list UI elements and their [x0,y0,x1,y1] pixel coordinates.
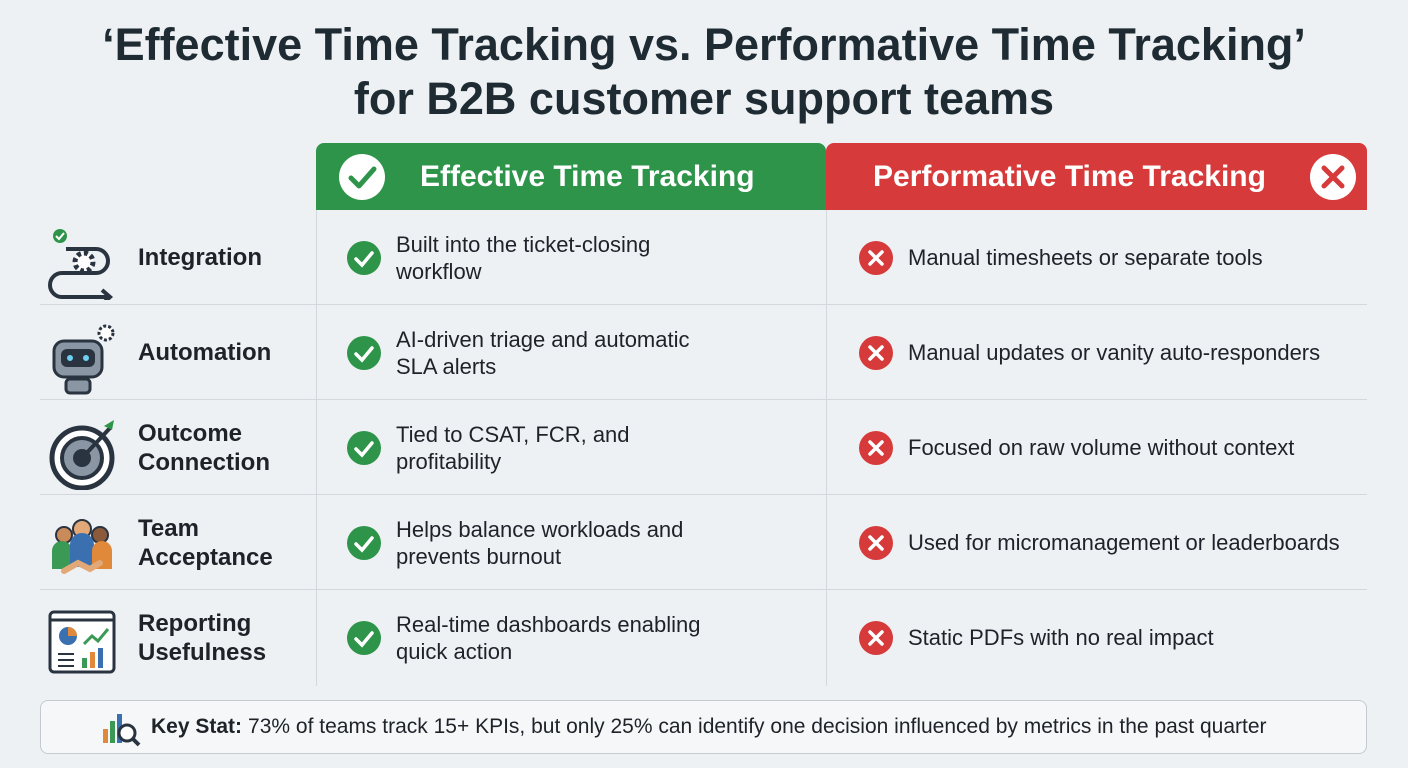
table-cell: Real-time dashboards enabling quick acti… [346,590,826,685]
x-icon [859,525,893,560]
performative-text: Focused on raw volume without context [908,435,1295,460]
table-cell: Reporting Usefulness [138,590,318,685]
check-icon [347,335,381,370]
table-cell: Static PDFs with no real impact [858,590,1368,685]
stat-icon [103,714,141,747]
effective-text: AI-driven triage and automatic SLA alert… [396,326,690,379]
table-row: Reporting Usefulness Real-time dashboards… [40,590,1367,685]
x-icon [1310,153,1356,200]
title-line: ‘Effective Time Tracking vs. Performativ… [102,19,1306,70]
effective-header: Effective Time Tracking [316,143,826,210]
effective-text: Helps balance workloads and prevents bur… [396,516,684,569]
table-row: Outcome Connection Tied to CSAT, FCR, and… [40,400,1367,495]
row-label: Automation [138,339,272,366]
key-stat: Key Stat: 73% of teams track 15+ KPIs, b… [40,700,1367,754]
table-cell: Integration [138,210,318,305]
effective-text: Real-time dashboards enabling quick acti… [396,611,701,664]
column-header: Performative Time Tracking [873,159,1266,193]
row-icon [52,519,112,574]
check-icon [347,240,381,275]
performative-header: Performative Time Tracking [826,143,1367,210]
table-cell: Focused on raw volume without context [858,400,1368,495]
x-icon [859,335,893,370]
row-icon [48,229,114,300]
title-line: for B2B customer support teams [353,73,1055,124]
table-cell: AI-driven triage and automatic SLA alert… [346,305,826,400]
table-cell: Used for micromanagement or leaderboards [858,495,1368,590]
table-row: Automation AI-driven triage and automatic… [40,305,1367,400]
row-icon [48,610,116,674]
divider [826,210,827,686]
row-label: Team Acceptance [138,514,273,571]
performative-text: Manual timesheets or separate tools [908,245,1263,270]
title: ‘Effective Time Tracking vs. Performativ… [0,18,1408,126]
row-icon [49,420,115,490]
table-cell: Outcome Connection [138,400,318,495]
x-icon [859,430,893,465]
x-icon [859,620,893,655]
column-header: Effective Time Tracking [420,159,755,193]
stat-label: Key Stat: [151,715,243,738]
table-cell: Built into the ticket-closing workflow [346,210,826,305]
check-icon [339,153,385,200]
table-cell: Tied to CSAT, FCR, and profitability [346,400,826,495]
row-label: Integration [138,244,262,271]
table-cell: Automation [138,305,318,400]
check-icon [347,430,381,465]
effective-text: Tied to CSAT, FCR, and profitability [396,421,630,474]
table-cell: Helps balance workloads and prevents bur… [346,495,826,590]
stat-text: 73% of teams track 15+ KPIs, but only 25… [248,715,1267,738]
row-icon [52,324,115,395]
table-row: Integration Built into the ticket-closing… [40,210,1367,305]
check-icon [347,620,381,655]
check-icon [347,525,381,560]
row-label: Outcome Connection [138,419,270,476]
performative-text: Manual updates or vanity auto-responders [908,340,1321,365]
row-label: Reporting Usefulness [138,609,267,666]
table-row: Team Acceptance Helps balance workloads a… [40,495,1367,590]
performative-text: Used for micromanagement or leaderboards [908,530,1340,555]
table-cell: Manual timesheets or separate tools [858,210,1368,305]
effective-text: Built into the ticket-closing workflow [396,231,651,284]
performative-text: Static PDFs with no real impact [908,625,1214,650]
divider [316,210,317,686]
table-cell: Team Acceptance [138,495,318,590]
table-cell: Manual updates or vanity auto-responders [858,305,1368,400]
x-icon [859,240,893,275]
